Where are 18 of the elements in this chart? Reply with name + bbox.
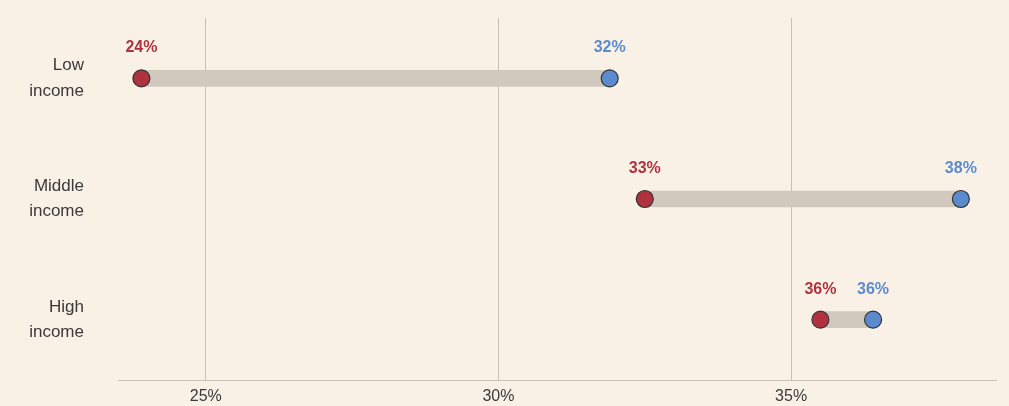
x-tick-label: 25% bbox=[189, 387, 222, 405]
point bbox=[600, 69, 619, 88]
point bbox=[132, 69, 151, 88]
data-label: 36% bbox=[857, 279, 890, 297]
data-label: 32% bbox=[593, 38, 626, 56]
x-tick-label: 35% bbox=[775, 387, 808, 405]
data-label: 33% bbox=[628, 159, 661, 176]
point bbox=[811, 310, 830, 329]
x-tick-label: 30% bbox=[482, 387, 515, 405]
y-tick-label: High income bbox=[29, 296, 84, 342]
data-label: 24% bbox=[125, 38, 158, 56]
y-tick-label: Middle income bbox=[29, 175, 84, 221]
y-tick-label: Low income bbox=[29, 55, 85, 100]
data-label: 38% bbox=[944, 159, 977, 176]
point bbox=[863, 310, 883, 329]
point bbox=[951, 189, 970, 209]
point bbox=[635, 189, 654, 209]
data-label: 36% bbox=[804, 279, 837, 297]
